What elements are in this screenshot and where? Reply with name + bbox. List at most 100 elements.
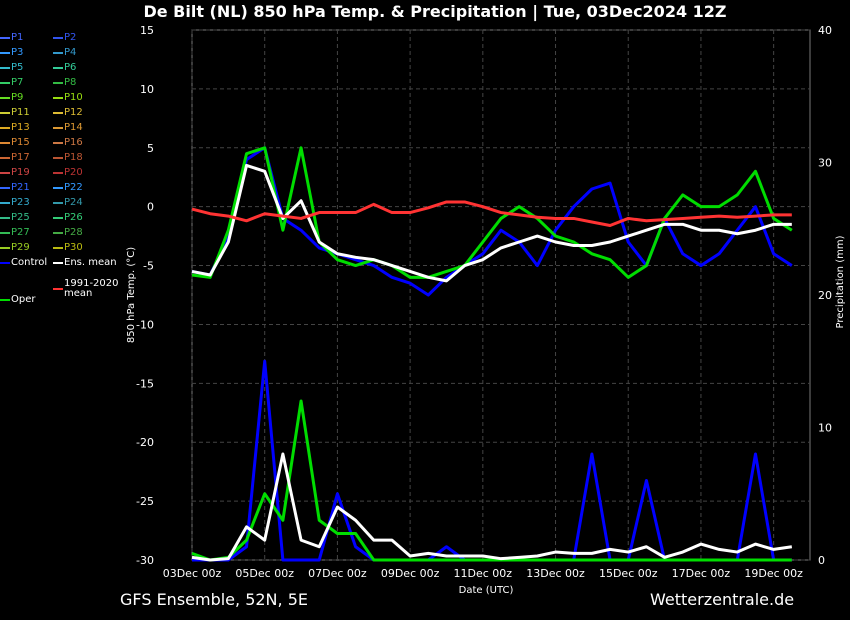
series-line-control bbox=[191, 146, 793, 297]
legend-swatch bbox=[53, 126, 63, 129]
legend-label: P3 bbox=[11, 47, 24, 58]
x-tick-label: 07Dec 00z bbox=[308, 567, 367, 580]
y2-tick-label: 10 bbox=[818, 422, 832, 435]
legend-item: P10 bbox=[53, 92, 83, 104]
legend-swatch bbox=[53, 36, 63, 39]
legend-item: P13 bbox=[0, 122, 30, 134]
x-tick-label: 11Dec 00z bbox=[454, 567, 513, 580]
legend-swatch bbox=[0, 66, 10, 69]
legend-swatch bbox=[53, 96, 63, 99]
x-tick-label: 03Dec 00z bbox=[163, 567, 222, 580]
legend-item: P6 bbox=[53, 62, 76, 74]
y-axis-label: 850 hPa Temp. (°C) bbox=[126, 247, 137, 343]
x-axis-ticks: 03Dec 00z 05Dec 00z 07Dec 00z 09Dec 00z 11De… bbox=[163, 567, 803, 580]
legend-item: P26 bbox=[53, 212, 83, 224]
y-tick-label: -25 bbox=[136, 495, 154, 508]
y2-axis-label: Precipitation (mm) bbox=[835, 235, 846, 328]
footer-model-info: GFS Ensemble, 52N, 5E bbox=[120, 590, 308, 609]
legend-swatch bbox=[53, 231, 63, 234]
legend-swatch bbox=[53, 261, 63, 264]
y2-tick-label: 40 bbox=[818, 24, 832, 37]
legend-item: Ens. mean bbox=[53, 257, 117, 269]
legend-label: P11 bbox=[11, 107, 30, 118]
legend-swatch bbox=[0, 156, 10, 159]
series-line-ens-mean bbox=[191, 163, 792, 283]
legend-label: P18 bbox=[64, 152, 83, 163]
y2-tick-label: 20 bbox=[818, 289, 832, 302]
x-tick-label: 13Dec 00z bbox=[526, 567, 585, 580]
legend-swatch bbox=[0, 141, 10, 144]
legend-swatch bbox=[0, 246, 10, 249]
y-tick-label: 15 bbox=[140, 24, 154, 37]
legend-swatch bbox=[0, 231, 10, 234]
y-tick-label: 10 bbox=[140, 83, 154, 96]
legend-item: P27 bbox=[0, 227, 30, 239]
legend-label: P1 bbox=[11, 32, 24, 43]
legend-swatch bbox=[53, 216, 63, 219]
legend-swatch bbox=[0, 216, 10, 219]
legend-item: P22 bbox=[53, 182, 83, 194]
y-axis-ticks: 15 10 5 0 -5 -10 -15 -20 -25 -30 bbox=[136, 24, 154, 567]
legend-item: P1 bbox=[0, 32, 23, 44]
series-line-1991-2020-mean bbox=[191, 200, 792, 228]
legend-item: P11 bbox=[0, 107, 30, 119]
legend-item: P7 bbox=[0, 77, 23, 89]
legend-label: P29 bbox=[11, 242, 30, 253]
legend-swatch bbox=[0, 126, 10, 129]
precip-oper-line bbox=[191, 399, 792, 562]
legend-label: P21 bbox=[11, 182, 30, 193]
legend-item: P9 bbox=[0, 92, 23, 104]
legend-item: P14 bbox=[53, 122, 83, 134]
series-line-oper bbox=[191, 146, 793, 279]
legend-label: P7 bbox=[11, 77, 24, 88]
legend-label: P4 bbox=[64, 47, 77, 58]
legend-swatch bbox=[0, 201, 10, 204]
y-tick-label: -10 bbox=[136, 318, 154, 331]
legend-swatch bbox=[0, 51, 10, 54]
legend-item: P24 bbox=[53, 197, 83, 209]
legend-swatch bbox=[53, 171, 63, 174]
legend-item: P12 bbox=[53, 107, 83, 119]
temperature-series bbox=[191, 146, 793, 297]
legend-label: P23 bbox=[11, 197, 30, 208]
legend-swatch bbox=[53, 141, 63, 144]
legend-label: P2 bbox=[64, 32, 77, 43]
legend-label: P26 bbox=[64, 212, 83, 223]
legend-label: P15 bbox=[11, 137, 30, 148]
legend-label: P14 bbox=[64, 122, 83, 133]
legend-label: Control bbox=[11, 257, 48, 268]
legend-item: P18 bbox=[53, 152, 83, 164]
legend-label: P28 bbox=[64, 227, 83, 238]
legend-item: P4 bbox=[53, 47, 76, 59]
legend-item: P21 bbox=[0, 182, 30, 194]
legend-label: P8 bbox=[64, 77, 77, 88]
legend-swatch bbox=[53, 111, 63, 114]
legend-swatch bbox=[0, 96, 10, 99]
legend-item: P2 bbox=[53, 32, 76, 44]
legend-label: P16 bbox=[64, 137, 83, 148]
x-tick-label: 09Dec 00z bbox=[381, 567, 440, 580]
legend-label: P27 bbox=[11, 227, 30, 238]
plot-background bbox=[191, 29, 811, 561]
legend-swatch bbox=[0, 261, 10, 264]
legend-item: P29 bbox=[0, 242, 30, 254]
precipitation-lines bbox=[191, 359, 793, 562]
legend-swatch bbox=[53, 81, 63, 84]
legend-item: P3 bbox=[0, 47, 23, 59]
y-tick-label: 5 bbox=[147, 142, 154, 155]
legend-item: P16 bbox=[53, 137, 83, 149]
y-tick-label: 0 bbox=[147, 201, 154, 214]
legend-item: P25 bbox=[0, 212, 30, 224]
y-tick-label: -5 bbox=[143, 260, 154, 273]
legend-swatch bbox=[53, 201, 63, 204]
x-tick-label: 17Dec 00z bbox=[672, 567, 731, 580]
legend-swatch bbox=[0, 171, 10, 174]
legend-item: P19 bbox=[0, 167, 30, 179]
legend-item: P15 bbox=[0, 137, 30, 149]
legend-swatch bbox=[53, 186, 63, 189]
legend-label: P24 bbox=[64, 197, 83, 208]
legend-label: P25 bbox=[11, 212, 30, 223]
legend-item: P17 bbox=[0, 152, 30, 164]
legend-label: Oper bbox=[11, 294, 36, 305]
